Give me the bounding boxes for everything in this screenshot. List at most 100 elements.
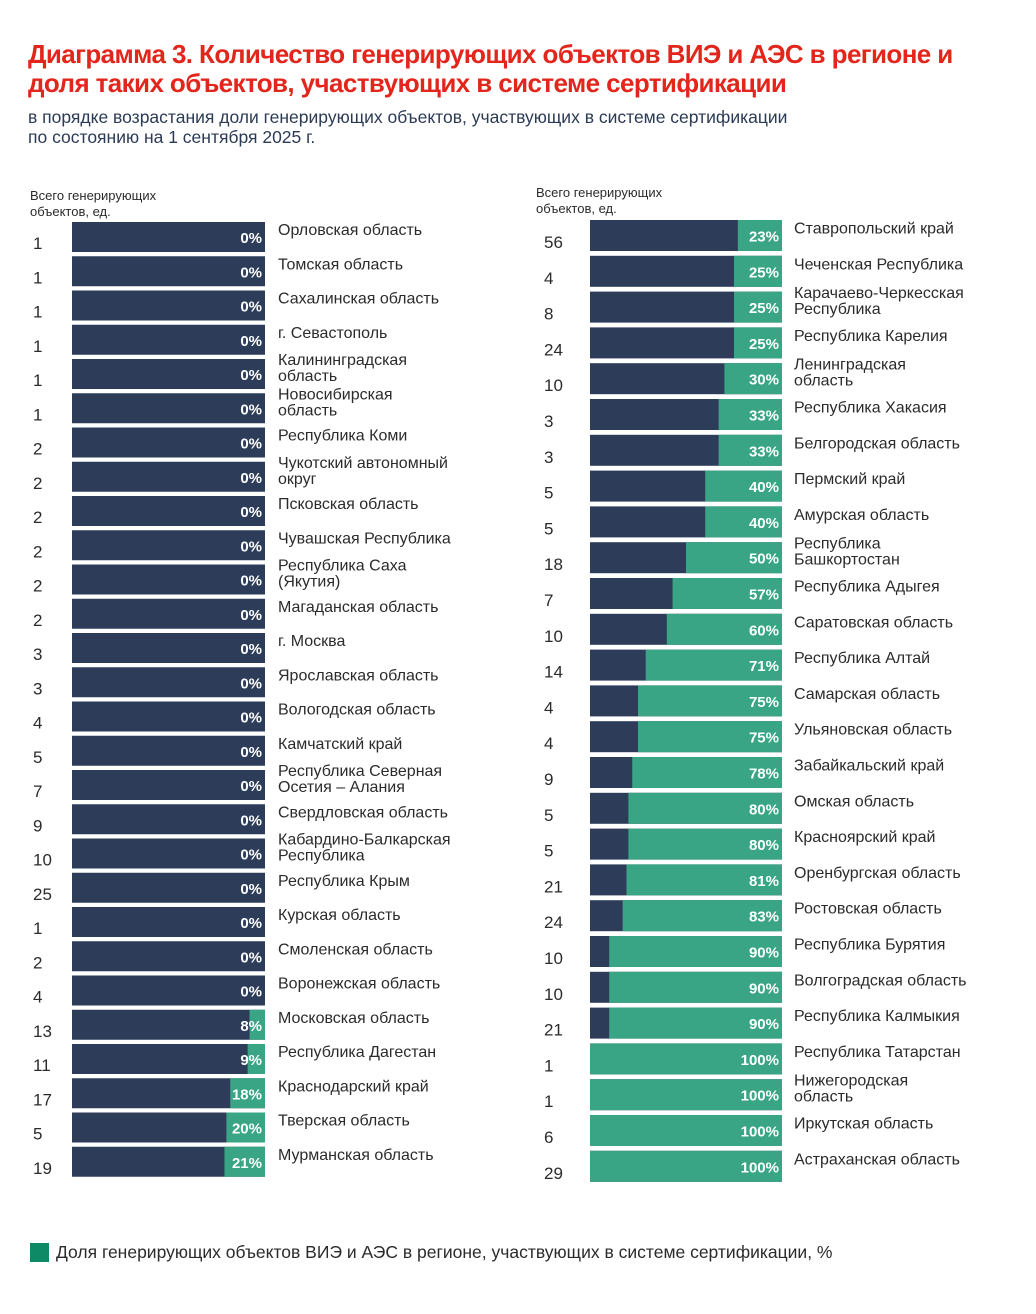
left-count-header-line-2: объектов, ед. [30,204,111,219]
chart-0-row-10-count-label: 2 [33,577,42,596]
chart-1-row-12-bar-share [645,649,782,681]
chart-0-row-17-count-label: 9 [33,816,42,835]
chart-1-row-25-bar-share [590,1115,782,1146]
chart-1-row-18-bar-share [626,864,782,896]
chart-0-row-19-category-label: Республика Крым [278,873,410,890]
chart-0-row-26-value-label: 20% [232,1121,262,1138]
chart-1-row-4-value-label: 30% [749,372,779,389]
legend-swatch [30,1243,49,1262]
chart-0-row-23-value-label: 8% [240,1018,262,1035]
chart-1-row-9-value-label: 50% [749,551,779,568]
chart-0-row-20-category-label: Курская область [278,907,401,924]
chart-1-row-6-value-label: 33% [749,443,779,460]
chart-1-row-4-category-label-line-0: Ленинградская [794,357,906,374]
chart-1-row-26-bar-share [590,1150,782,1182]
chart-0-row-3-value-label: 0% [240,333,262,350]
chart-0-row-6-bar-total [72,427,265,458]
chart-0-row-3-category-label: г. Севастополь [278,325,387,342]
chart-1-row-4-category-label: Ленинградская область [794,357,906,390]
chart-1-row-17-category-label: Красноярский край [794,829,935,846]
chart-0-row-25-bar-share [230,1078,265,1109]
chart-0-row-22-category-label: Воронежская область [278,976,440,993]
chart-1-row-5-category-label: Республика Хакасия [794,400,947,417]
chart-1-row-19-count-label: 24 [544,913,563,932]
chart-1-row-17-value-label: 80% [749,837,779,854]
chart-subtitle: в порядке возрастания доли генерирующих … [28,107,968,147]
chart-0-row-22-bar-total [72,975,265,1006]
chart-0-row-27-category-label: Мурманская область [278,1147,434,1164]
chart-0-row-12-value-label: 0% [240,641,262,658]
chart-1-row-20-value-label: 90% [749,945,779,962]
chart-1-row-9-category-label-line-1: Башкортостан [794,552,900,569]
chart-0-row-19-value-label: 0% [240,881,262,898]
chart-0-row-5-value-label: 0% [240,401,262,418]
chart-1-row-1-count-label: 4 [544,269,553,288]
chart-1-row-18-count-label: 21 [544,877,563,896]
chart-1-row-22-count-label: 21 [544,1021,563,1040]
chart-1-row-21-value-label: 90% [749,980,779,997]
left-count-header: Всего генерирующих объектов, ед. [30,188,156,220]
chart-1-row-1-bar-share [734,255,782,287]
chart-1-row-2-category-label-line-0: Карачаево-Черкесская [794,285,964,302]
chart-0-row-13-count-label: 3 [33,679,42,698]
chart-0-row-8-value-label: 0% [240,504,262,521]
chart-1-row-16-bar-share [628,792,782,824]
chart-0-row-14-value-label: 0% [240,710,262,727]
chart-1-row-4-category-label-line-1: область [794,373,853,390]
chart-1-row-23-bar-share [590,1043,782,1075]
chart-0-row-12-category-label: г. Москва [278,633,346,650]
chart-1-row-16-value-label: 80% [749,801,779,818]
chart-0-row-11-value-label: 0% [240,607,262,624]
chart-1-row-17-bar-share [628,828,782,860]
chart-1-row-12-value-label: 71% [749,658,779,675]
chart-0-row-2-bar-total [72,290,265,321]
chart-1-row-7-count-label: 5 [544,484,553,503]
chart-0-row-15-count-label: 5 [33,748,42,767]
chart-0-row-5-category-label-line-0: Новосибирская [278,386,393,403]
chart-1-row-13-count-label: 4 [544,698,553,717]
chart-0-row-18-category-label: Кабардино-Балкарская Республика [278,832,451,865]
chart-0-row-2-count-label: 1 [33,303,42,322]
chart-0-row-22-value-label: 0% [240,984,262,1001]
chart-0-row-16-category-label-line-0: Республика Северная [278,763,442,780]
chart-0-row-26-count-label: 5 [33,1125,42,1144]
left-count-header-line-1: Всего генерирующих [30,188,157,203]
right-count-header-line-2: объектов, ед. [536,201,617,216]
chart-1-row-9-category-label-line-0: Республика [794,536,881,553]
chart-1-row-21-bar-share [609,971,782,1003]
chart-0-row-20-count-label: 1 [33,919,42,938]
chart-1-row-19-value-label: 83% [749,909,779,926]
chart-1-row-0-category-label: Ставропольский край [794,221,954,238]
chart-0-row-23-bar-share [249,1009,265,1040]
chart-0-row-9-count-label: 2 [33,542,42,561]
subtitle-line-2: по состоянию на 1 сентября 2025 г. [28,127,316,147]
chart-0-row-10-category-label-line-0: Республика Саха [278,558,407,575]
chart-1-row-5-value-label: 33% [749,408,779,425]
chart-0-row-7-category-label-line-1: округ [278,471,317,488]
chart-1-row-2-bar-share [734,291,782,323]
chart-1-row-17-count-label: 5 [544,842,553,861]
chart-0-row-23-category-label: Московская область [278,1010,429,1027]
chart-0-row-21-count-label: 2 [33,953,42,972]
chart-0-row-15-bar-total [72,735,265,766]
chart-1-row-9-count-label: 18 [544,555,563,574]
chart-0-row-21-bar-total [72,941,265,972]
chart-1-row-22-bar-share [609,1007,782,1039]
chart-1-row-22-category-label: Республика Калмыкия [794,1008,960,1025]
chart-1-row-25-category-label: Иркутская область [794,1116,933,1133]
chart-0-row-25-value-label: 18% [232,1086,262,1103]
chart-1-row-19-bar-share [622,900,782,932]
chart-0-row-5-count-label: 1 [33,405,42,424]
chart-1-row-23-value-label: 100% [741,1052,779,1069]
chart-1-row-5-bar-share [718,399,782,430]
right-count-header-line-1: Всего генерирующих [536,185,663,200]
chart-1-row-21-category-label: Волгоградская область [794,972,967,989]
chart-0-row-6-category-label: Республика Коми [278,428,407,445]
chart-1-row-24-bar-share [590,1079,782,1111]
chart-1-row-14-category-label: Ульяновская область [794,722,952,739]
chart-1-row-3-bar-share [734,327,782,359]
chart-0-row-18-category-label-line-1: Республика [278,848,365,865]
chart-1-row-12-count-label: 14 [544,663,563,682]
chart-0-row-3-bar-total [72,324,265,355]
legend-label: Доля генерирующих объектов ВИЭ и АЭС в р… [56,1242,833,1262]
